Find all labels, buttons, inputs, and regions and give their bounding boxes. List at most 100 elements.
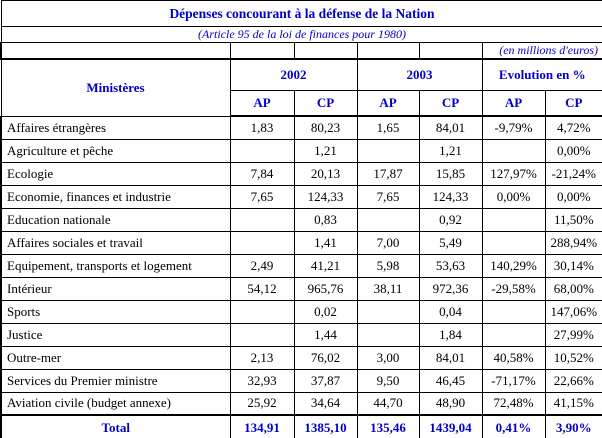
value-cell: 30,14% [544,253,602,278]
value-cell: 288,94% [544,230,602,255]
table-row: Sports 0,02 0,04 147,06% [0,299,602,324]
value-cell [481,207,546,232]
value-cell: 5,49 [418,230,483,255]
table-row: Ecologie 7,84 20,13 17,87 15,85 127,97% … [0,161,602,186]
empty-cell [356,42,420,60]
ministry-label: Justice [0,322,231,347]
value-cell: 40,58% [481,345,546,370]
value-cell [356,322,420,347]
value-cell: 7,84 [229,161,295,186]
table-row: Services du Premier ministre 32,93 37,87… [0,368,602,393]
table-row: Equipement, transports et logement 2,49 … [0,253,602,278]
table-row: Affaires étrangères 1,83 80,23 1,65 84,0… [0,115,602,140]
table-row: Economie, finances et industrie 7,65 124… [0,184,602,209]
group-header-2002: 2002 [229,58,358,91]
value-cell: 2,13 [229,345,295,370]
empty-cell [293,42,358,60]
value-cell: -21,24% [544,161,602,186]
ministry-label: Economie, finances et industrie [0,184,231,209]
group-header-2003: 2003 [356,58,483,91]
value-cell: 84,01 [418,115,483,140]
value-cell: 54,12 [229,276,295,301]
value-cell [356,299,420,324]
ministry-label: Intérieur [0,276,231,301]
value-cell [356,138,420,163]
page-subtitle: (Article 95 de la loi de finances pour 1… [0,26,602,43]
table-body: Affaires étrangères 1,83 80,23 1,65 84,0… [0,115,602,416]
value-cell: 965,76 [293,276,358,301]
value-cell: 20,13 [293,161,358,186]
table-row: Education nationale 0,83 0,92 11,50% [0,207,602,232]
total-ap-2003: 135,46 [356,414,420,438]
title-row: Dépenses concourant à la défense de la N… [0,0,602,27]
table-row: Outre-mer 2,13 76,02 3,00 84,01 40,58% 1… [0,345,602,370]
subheader-ap-evolution: AP [481,89,546,117]
units-note: (en millions d'euros) [481,42,602,60]
value-cell: 41,21 [293,253,358,278]
table-row: Agriculture et pêche 1,21 1,21 0,00% [0,138,602,163]
empty-cell [0,42,231,60]
subheader-cp-2002: CP [293,89,358,117]
ministry-label: Equipement, transports et logement [0,253,231,278]
ministries-column-header: Ministères [0,58,231,117]
value-cell: 1,65 [356,115,420,140]
units-row: (en millions d'euros) [0,42,602,60]
ministry-label: Affaires sociales et travail [0,230,231,255]
value-cell: 1,83 [229,115,295,140]
value-cell: 72,48% [481,391,546,416]
value-cell: 7,00 [356,230,420,255]
total-cp-2002: 1385,10 [293,414,358,438]
table-row: Intérieur 54,12 965,76 38,11 972,36 -29,… [0,276,602,301]
value-cell: 2,49 [229,253,295,278]
empty-cell [418,42,483,60]
value-cell: 0,04 [418,299,483,324]
value-cell: 17,87 [356,161,420,186]
total-cp-2003: 1439,04 [418,414,483,438]
value-cell: 7,65 [229,184,295,209]
value-cell: 0,02 [293,299,358,324]
value-cell: 22,66% [544,368,602,393]
ministry-label: Sports [0,299,231,324]
value-cell: 124,33 [293,184,358,209]
value-cell: 37,87 [293,368,358,393]
value-cell: 68,00% [544,276,602,301]
value-cell [229,299,295,324]
value-cell: 5,98 [356,253,420,278]
value-cell [229,230,295,255]
value-cell: 10,52% [544,345,602,370]
value-cell: 38,11 [356,276,420,301]
value-cell: -9,79% [481,115,546,140]
ministry-label: Services du Premier ministre [0,368,231,393]
table-row: Aviation civile (budget annexe) 25,92 34… [0,391,602,416]
sub-header-row: AP CP AP CP AP CP [1,89,602,117]
subheader-ap-2003: AP [356,89,420,117]
value-cell: 80,23 [293,115,358,140]
value-cell [229,207,295,232]
column-group-header-row: Ministères 2002 2003 Evolution en % [0,58,602,117]
value-cell [229,138,295,163]
value-cell: 34,64 [293,391,358,416]
value-cell: -71,17% [481,368,546,393]
value-cell: 53,63 [418,253,483,278]
value-cell: 3,00 [356,345,420,370]
value-cell: 7,65 [356,184,420,209]
ministry-label: Affaires étrangères [0,115,231,140]
value-cell: 48,90 [418,391,483,416]
value-cell: 84,01 [418,345,483,370]
value-cell: 76,02 [293,345,358,370]
value-cell: 140,29% [481,253,546,278]
value-cell: 1,21 [418,138,483,163]
value-cell: 9,50 [356,368,420,393]
value-cell: 44,70 [356,391,420,416]
total-ap-2002: 134,91 [229,414,295,438]
ministry-label: Aviation civile (budget annexe) [0,391,231,416]
total-cp-evolution: 3,90% [544,414,602,438]
value-cell [481,299,546,324]
value-cell: 46,45 [418,368,483,393]
value-cell: 1,41 [293,230,358,255]
value-cell: 27,99% [544,322,602,347]
value-cell: 15,85 [418,161,483,186]
value-cell: 0,83 [293,207,358,232]
